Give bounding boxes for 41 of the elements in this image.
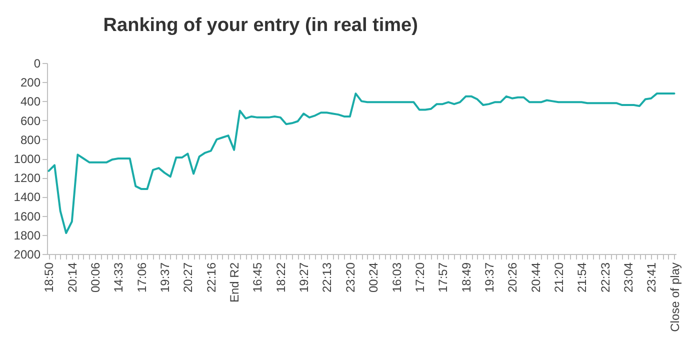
x-tick-label: 00:24 bbox=[366, 262, 381, 293]
x-tick-label: 21:20 bbox=[552, 262, 566, 293]
x-tick-label: 14:33 bbox=[112, 262, 126, 293]
x-tick-label: 20:27 bbox=[181, 262, 196, 293]
y-tick-label: 0 bbox=[34, 56, 41, 70]
y-tick-label: 1200 bbox=[14, 171, 41, 186]
y-tick-label: 400 bbox=[20, 94, 41, 109]
y-tick-label: 1000 bbox=[14, 152, 41, 166]
y-tick-label: 600 bbox=[20, 114, 41, 128]
x-tick-label: 20:44 bbox=[528, 262, 543, 293]
x-tick-label: 18:22 bbox=[274, 262, 288, 293]
y-tick-label: 1600 bbox=[14, 209, 41, 224]
x-tick-label: 21:54 bbox=[575, 262, 590, 293]
x-tick-label: 16:03 bbox=[390, 262, 404, 293]
x-tick-label: 19:37 bbox=[158, 262, 172, 293]
x-tick-label: 18:50 bbox=[42, 262, 56, 293]
y-tick-label: 200 bbox=[20, 76, 41, 90]
y-tick-label: 800 bbox=[20, 132, 41, 147]
y-tick-label: 2000 bbox=[14, 248, 41, 262]
x-tick-label: 19:37 bbox=[482, 262, 496, 293]
x-tick-label: 17:20 bbox=[412, 262, 427, 293]
x-tick-label: 00:06 bbox=[88, 262, 103, 293]
x-tick-label: 17:06 bbox=[134, 262, 149, 293]
x-tick-label: 20:14 bbox=[65, 262, 80, 293]
y-tick-label: 1800 bbox=[14, 228, 41, 242]
x-tick-label: 22:23 bbox=[598, 262, 612, 293]
x-tick-label: 19:27 bbox=[297, 262, 312, 293]
x-tick-label: 23:41 bbox=[644, 262, 659, 293]
x-tick-label: 20:26 bbox=[506, 262, 520, 293]
x-tick-label: 16:45 bbox=[250, 262, 265, 293]
line-series bbox=[48, 92, 676, 234]
x-tick-label: Close of play bbox=[668, 262, 682, 332]
x-tick-label: 18:49 bbox=[459, 262, 474, 293]
x-tick-label: 22:16 bbox=[204, 262, 218, 293]
y-tick-label: 1400 bbox=[14, 190, 41, 204]
x-tick-label: 23:20 bbox=[343, 262, 358, 293]
x-tick-label: 22:13 bbox=[320, 262, 334, 293]
x-tick-label: 23:04 bbox=[621, 262, 636, 293]
x-tick-label: 17:57 bbox=[436, 262, 450, 293]
x-tick-label: End R2 bbox=[228, 262, 242, 303]
chart-title: Ranking of your entry (in real time) bbox=[103, 15, 418, 36]
